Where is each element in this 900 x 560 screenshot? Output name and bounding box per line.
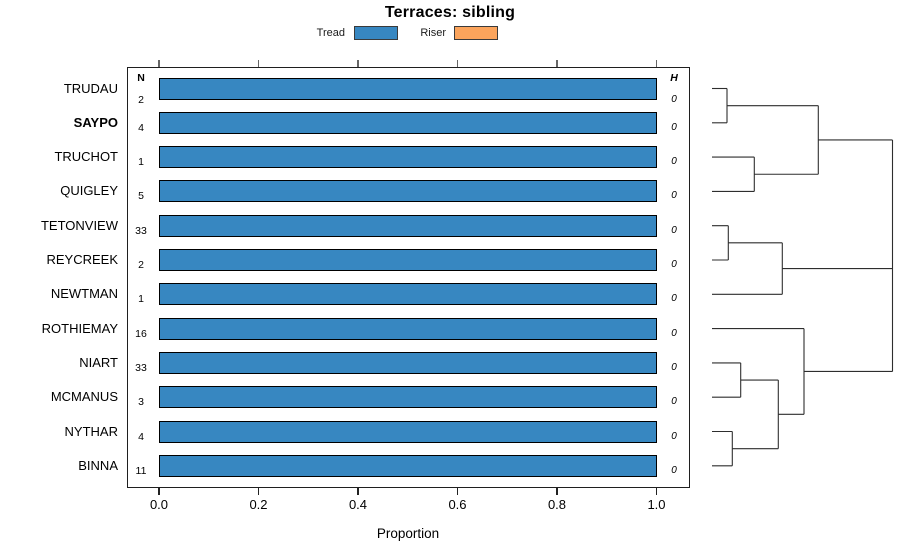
row-label-niart: NIART xyxy=(79,354,118,370)
bar-tread-tetonview xyxy=(159,214,657,237)
bar-tread-trudau xyxy=(159,77,657,100)
n-value-binna: 11 xyxy=(135,464,147,477)
legend-swatch-tread xyxy=(354,26,398,40)
row-label-rothiemay: ROTHIEMAY xyxy=(41,320,118,336)
row-label-newtman: NEWTMAN xyxy=(50,286,118,302)
bar-tread-truchot xyxy=(159,146,657,169)
row-label-tetonview: TETONVIEW xyxy=(40,217,118,233)
row-label-binna: BINNA xyxy=(78,457,118,473)
x-tick-bottom-0.6 xyxy=(456,488,459,495)
bar-tread-rothiemay xyxy=(159,317,657,340)
bar-tread-niart xyxy=(159,351,657,374)
n-value-niart: 33 xyxy=(135,361,147,374)
h-value-binna: 0 xyxy=(671,464,677,476)
bar-tread-reycreek xyxy=(159,249,657,271)
h-value-quigley: 0 xyxy=(671,190,677,202)
bar-tread-newtman xyxy=(159,283,657,306)
h-value-trudau: 0 xyxy=(671,93,677,105)
bar-tread-quigley xyxy=(159,180,657,203)
legend-label-riser: Riser xyxy=(420,27,446,39)
legend-label-tread: Tread xyxy=(316,27,345,39)
h-column-header: H xyxy=(670,72,678,84)
x-tick-bottom-0.4 xyxy=(357,488,359,495)
x-tick-top-0.8 xyxy=(556,60,558,67)
n-value-reycreek: 2 xyxy=(138,259,144,271)
bar-tread-nythar xyxy=(159,420,657,443)
chart-title: Terraces: sibling xyxy=(384,4,516,21)
plot-box xyxy=(127,67,690,488)
h-value-tetonview: 0 xyxy=(671,224,677,236)
x-tick-bottom-0.8 xyxy=(556,488,558,495)
x-tick-label-1.0: 1.0 xyxy=(647,497,666,512)
x-tick-label-0.6: 0.6 xyxy=(448,497,467,512)
x-axis-title: Proportion xyxy=(376,526,440,541)
n-value-nythar: 4 xyxy=(138,430,144,443)
x-tick-bottom-0.2 xyxy=(257,488,260,495)
h-value-saypo: 0 xyxy=(671,121,677,133)
bar-tread-binna xyxy=(159,454,657,477)
n-value-saypo: 4 xyxy=(138,121,144,134)
x-tick-label-0.8: 0.8 xyxy=(547,497,567,512)
row-label-mcmanus: MCMANUS xyxy=(50,389,118,405)
x-tick-label-0.0: 0.0 xyxy=(149,497,169,512)
n-value-rothiemay: 16 xyxy=(135,327,147,340)
n-value-mcmanus: 3 xyxy=(138,396,144,409)
row-label-quigley: QUIGLEY xyxy=(60,183,118,199)
row-label-reycreek: REYCREEK xyxy=(46,252,118,267)
bar-tread-mcmanus xyxy=(159,386,657,409)
bar-tread-saypo xyxy=(159,111,657,134)
row-label-truchot: TRUCHOT xyxy=(54,149,118,165)
x-tick-top-0.2 xyxy=(257,60,260,67)
h-value-niart: 0 xyxy=(671,361,677,373)
n-value-newtman: 1 xyxy=(138,293,144,306)
x-tick-top-0.4 xyxy=(357,60,359,67)
h-value-mcmanus: 0 xyxy=(671,396,677,408)
legend-swatch-riser xyxy=(454,26,498,40)
h-value-reycreek: 0 xyxy=(671,259,677,270)
n-value-truchot: 1 xyxy=(138,156,144,169)
h-value-rothiemay: 0 xyxy=(671,327,677,339)
n-value-trudau: 2 xyxy=(138,93,144,106)
x-tick-top-0.6 xyxy=(456,60,459,67)
x-tick-bottom-1.0 xyxy=(655,488,658,495)
x-tick-label-0.2: 0.2 xyxy=(249,497,268,512)
row-label-nythar: NYTHAR xyxy=(64,423,118,439)
h-value-truchot: 0 xyxy=(671,156,677,168)
n-value-tetonview: 33 xyxy=(135,224,147,237)
n-value-quigley: 5 xyxy=(138,190,144,203)
h-value-newtman: 0 xyxy=(671,293,677,305)
h-value-nythar: 0 xyxy=(671,430,677,442)
n-column-header: N xyxy=(137,72,145,84)
row-label-saypo: SAYPO xyxy=(73,114,118,130)
row-label-trudau: TRUDAU xyxy=(63,80,118,96)
x-tick-label-0.4: 0.4 xyxy=(348,497,368,512)
x-tick-top-1.0 xyxy=(655,60,658,67)
x-tick-top-0.0 xyxy=(158,60,160,67)
x-tick-bottom-0.0 xyxy=(158,488,160,495)
legend: Tread Riser xyxy=(0,0,900,45)
